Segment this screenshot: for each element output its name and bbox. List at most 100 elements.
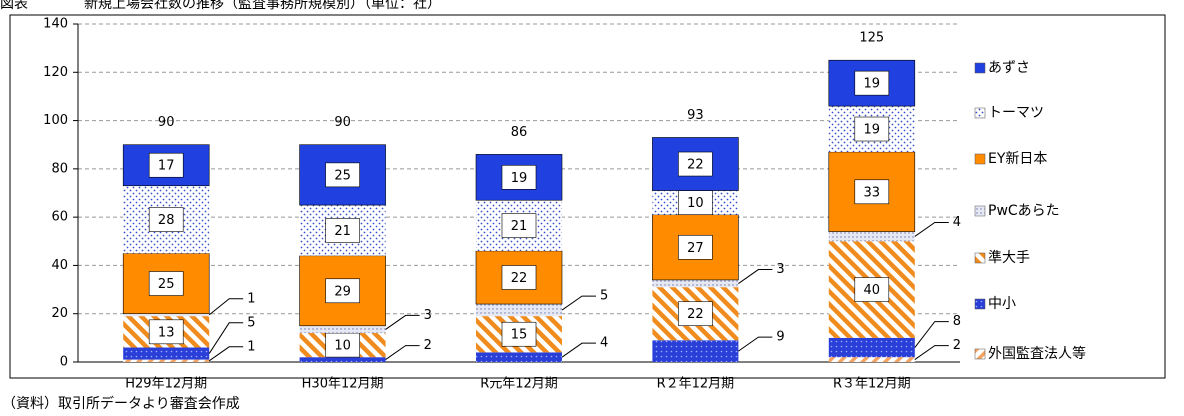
- total-label: 90: [158, 115, 175, 130]
- value-label-box: [678, 235, 713, 260]
- bar-segment: [476, 352, 562, 362]
- bar-segment: [828, 231, 915, 242]
- legend-swatch: [974, 107, 986, 119]
- y-tick-label: 80: [51, 161, 68, 176]
- value-label: 25: [158, 277, 175, 292]
- bar-segment: [652, 340, 739, 362]
- bar-segment: [476, 304, 562, 317]
- bar-segment: [299, 325, 386, 334]
- value-label: 9: [776, 330, 784, 345]
- leader-line: [914, 345, 949, 360]
- value-label: 2: [424, 338, 432, 353]
- value-label-box: [854, 277, 890, 302]
- value-label-box: [854, 116, 890, 142]
- leader-line: [385, 345, 420, 360]
- bar-segment: [123, 313, 210, 317]
- value-label: 21: [334, 224, 351, 239]
- value-label: 4: [600, 336, 608, 351]
- value-label: 21: [511, 219, 528, 234]
- value-label: 17: [158, 159, 175, 174]
- value-label-box: [325, 332, 360, 358]
- y-tick-label: 120: [43, 65, 68, 80]
- leader-line: [561, 295, 596, 311]
- value-label: 5: [600, 289, 608, 304]
- leader-line: [208, 346, 244, 362]
- value-label-box: [501, 265, 537, 290]
- bar-segment: [828, 337, 915, 358]
- legend-label: トーマツ: [988, 105, 1044, 121]
- x-tick-label: H30年12月期: [302, 377, 384, 392]
- value-label: 5: [247, 315, 255, 330]
- value-label-box: [148, 152, 184, 178]
- chart-title: 図表 新規上場会社数の推移（監査事務所規模別）（単位：社）: [0, 0, 441, 12]
- bar-segment: [652, 279, 739, 288]
- total-label: 90: [334, 115, 351, 130]
- value-label: 19: [864, 123, 881, 138]
- x-tick-label: R元年12月期: [480, 377, 558, 392]
- x-tick-label: R２年12月期: [657, 377, 735, 392]
- value-label: 2: [953, 338, 961, 353]
- value-label: 8: [953, 314, 961, 329]
- value-label: 1: [247, 291, 255, 306]
- y-tick-label: 40: [51, 258, 68, 273]
- value-label: 40: [864, 283, 881, 298]
- legend-swatch: [974, 348, 986, 360]
- legend-label: 中小: [988, 296, 1016, 312]
- x-tick-label: R３年12月期: [833, 377, 911, 392]
- value-label: 33: [864, 185, 881, 200]
- legend-label: 外国監査法人等: [988, 345, 1086, 362]
- value-label: 19: [864, 77, 881, 92]
- y-tick-label: 20: [51, 306, 68, 321]
- value-label: 22: [687, 307, 704, 322]
- total-label: 93: [687, 108, 704, 123]
- legend-label: 準大手: [988, 250, 1030, 266]
- legend-label: EY新日本: [988, 151, 1047, 167]
- total-label: 86: [511, 125, 528, 140]
- y-tick-label: 0: [60, 355, 68, 370]
- leader-line: [914, 321, 949, 348]
- legend-swatch: [974, 252, 986, 264]
- value-label-box: [678, 190, 713, 215]
- value-label: 10: [334, 339, 351, 354]
- bar-segment: [123, 359, 210, 362]
- y-tick-label: 140: [43, 17, 68, 32]
- value-label-box: [148, 271, 184, 296]
- value-label: 29: [334, 284, 351, 299]
- value-label-box: [501, 165, 537, 190]
- chart-border: [9, 14, 1166, 379]
- value-label-box: [325, 278, 360, 304]
- value-label: 15: [511, 328, 528, 343]
- legend-swatch: [974, 62, 986, 74]
- legend-label: PwCあらた: [988, 203, 1060, 219]
- bar-segment: [828, 357, 915, 362]
- value-label: 28: [158, 213, 175, 228]
- value-label: 4: [953, 215, 961, 230]
- value-label-box: [325, 218, 360, 243]
- x-tick-label: H29年12月期: [125, 377, 207, 392]
- legend-swatch: [974, 205, 986, 217]
- y-tick-label: 60: [51, 210, 68, 225]
- value-label-box: [501, 213, 537, 238]
- leader-line: [738, 269, 773, 284]
- source-note: （資料）取引所データより審査会作成: [2, 395, 240, 412]
- value-label-box: [854, 70, 890, 96]
- value-label: 22: [511, 271, 528, 286]
- value-label-box: [678, 301, 713, 327]
- legend-swatch: [974, 298, 986, 310]
- value-label-box: [325, 162, 360, 188]
- legend-label: あずさ: [988, 60, 1030, 76]
- value-label-box: [854, 179, 890, 205]
- bar-segment: [122, 144, 210, 187]
- value-label: 13: [158, 325, 175, 340]
- leader-line: [561, 342, 596, 358]
- value-label: 27: [687, 241, 704, 256]
- value-label-box: [148, 207, 184, 232]
- bar-segment: [299, 357, 386, 362]
- leader-line: [208, 322, 244, 354]
- value-label: 25: [334, 168, 351, 183]
- value-label: 3: [776, 262, 784, 277]
- legend-swatch: [974, 153, 986, 165]
- value-label: 1: [247, 339, 255, 354]
- value-label-box: [148, 319, 184, 345]
